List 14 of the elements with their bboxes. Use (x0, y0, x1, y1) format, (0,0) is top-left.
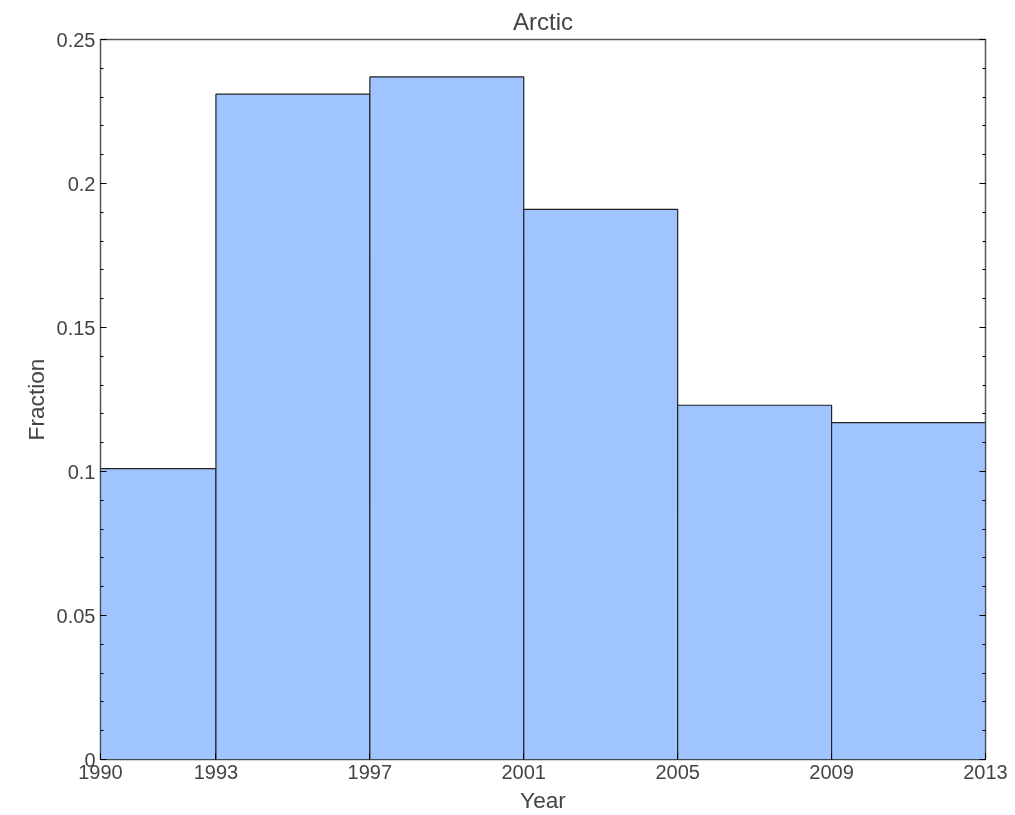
x-tick-label: 2005 (655, 760, 700, 783)
x-tick-label: 2001 (501, 760, 547, 783)
x-tick-label: 1993 (193, 760, 239, 783)
y-tick-label: 0.2 (67, 172, 96, 195)
x-tick-label: 2009 (809, 760, 854, 783)
y-axis-title: Fraction (22, 358, 49, 441)
chart-title: Arctic (513, 7, 573, 35)
y-tick-label: 0.15 (56, 316, 96, 339)
x-tick-label: 1997 (347, 760, 393, 783)
y-tick-label: 0.05 (56, 604, 96, 627)
y-tick-label: 0.1 (67, 460, 96, 483)
y-tick-label: 0.25 (56, 28, 96, 51)
x-tick-label: 2013 (963, 760, 1008, 783)
x-axis-title: Year (520, 786, 567, 813)
